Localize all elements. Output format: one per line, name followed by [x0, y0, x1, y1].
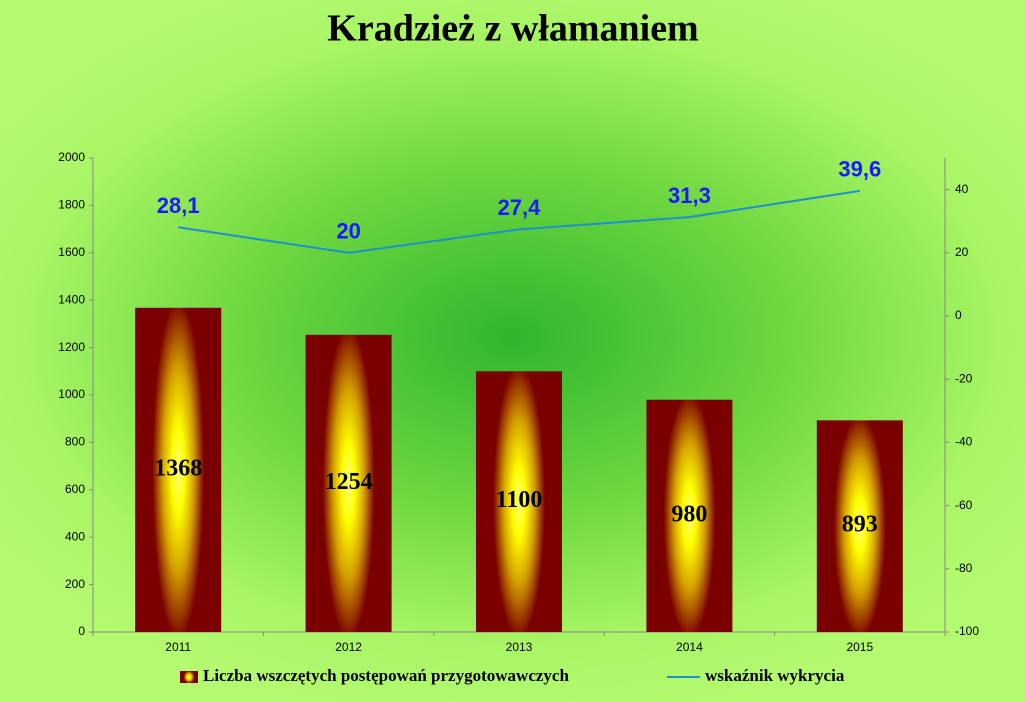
- bar: [305, 334, 392, 632]
- line-value-label: 31,3: [668, 183, 711, 208]
- x-tick-label: 2012: [335, 640, 362, 654]
- bar: [646, 399, 733, 632]
- y-tick-label: 1400: [58, 292, 85, 306]
- line-value-label: 28,1: [157, 193, 200, 218]
- bar-value-label: 1100: [496, 487, 543, 513]
- x-tick-label: 2015: [846, 640, 873, 654]
- legend-label: wskaźnik wykrycia: [705, 666, 845, 685]
- y-tick-label: 1800: [58, 198, 85, 212]
- y2-tick-label: 0: [955, 308, 962, 322]
- line-value-label: 20: [336, 219, 360, 244]
- y-tick-label: 1600: [58, 245, 85, 259]
- x-tick-label: 2011: [165, 640, 191, 654]
- legend-label: Liczba wszczętych postępowań przygotowaw…: [203, 666, 569, 685]
- y2-tick-label: 40: [955, 182, 969, 196]
- line-value-label: 39,6: [838, 157, 881, 182]
- bar-value-label: 893: [842, 512, 878, 538]
- bar: [135, 307, 222, 632]
- bar-value-label: 1254: [325, 469, 373, 495]
- y2-tick-label: -20: [955, 371, 973, 385]
- bar: [476, 371, 562, 632]
- line-value-label: 27,4: [498, 195, 542, 220]
- y2-tick-label: -40: [955, 435, 973, 449]
- bar: [816, 420, 903, 632]
- y-tick-label: 2000: [58, 150, 85, 164]
- bar-value-label: 1368: [154, 455, 202, 481]
- line: [178, 189, 860, 254]
- y2-tick-label: -100: [955, 624, 979, 638]
- y-tick-label: 1000: [58, 387, 85, 401]
- legend-swatch: [180, 671, 198, 683]
- chart-title: Kradzież z włamaniem: [327, 8, 698, 50]
- x-tick-label: 2014: [676, 640, 703, 654]
- y2-tick-label: 20: [955, 245, 969, 259]
- y-tick-label: 400: [65, 529, 85, 543]
- bar-value-label: 980: [671, 501, 707, 527]
- y2-tick-label: -60: [955, 498, 973, 512]
- y-tick-label: 800: [65, 435, 85, 449]
- x-tick-label: 2013: [506, 640, 533, 654]
- y-tick-label: 0: [78, 624, 85, 638]
- y-tick-label: 600: [65, 482, 85, 496]
- y-tick-label: 200: [65, 577, 85, 591]
- y-tick-label: 1200: [58, 340, 85, 354]
- y2-tick-label: -80: [955, 561, 973, 575]
